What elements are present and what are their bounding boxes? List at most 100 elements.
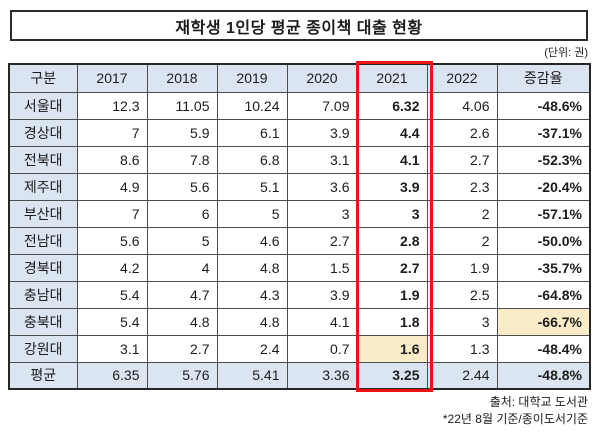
loan-table: 구분 2017 2018 2019 2020 2021 2022 증감율 서울대…: [8, 63, 591, 390]
loan-table-container: 구분 2017 2018 2019 2020 2021 2022 증감율 서울대…: [8, 61, 591, 392]
column-header-2018: 2018: [146, 63, 218, 93]
row-header: 전북대: [8, 145, 78, 174]
table-cell: 3.6: [286, 172, 358, 201]
summary-row: 평균 6.35 5.76 5.41 3.36 3.25 2.44 -48.8%: [8, 361, 591, 390]
row-header: 서울대: [8, 91, 78, 120]
table-cell: 4.2: [76, 253, 148, 282]
table-cell: 12.3: [76, 91, 148, 120]
table-cell: 3.36: [286, 361, 358, 390]
table-cell: -35.7%: [496, 253, 591, 282]
table-cell: 6.8: [216, 145, 288, 174]
table-cell: 2.6: [426, 118, 498, 147]
column-header-change-rate: 증감율: [496, 63, 591, 93]
table-cell: -48.6%: [496, 91, 591, 120]
column-header-2020: 2020: [286, 63, 358, 93]
table-cell: 7.8: [146, 145, 218, 174]
row-header: 강원대: [8, 334, 78, 363]
table-cell: 3: [286, 199, 358, 228]
table-cell: 7.09: [286, 91, 358, 120]
column-header-2017: 2017: [76, 63, 148, 93]
table-cell: 2.7: [286, 226, 358, 255]
row-header: 제주대: [8, 172, 78, 201]
table-cell: 4.3: [216, 280, 288, 309]
table-cell: 1.9: [426, 253, 498, 282]
column-header-2021: 2021: [356, 63, 428, 93]
table-cell: 6.35: [76, 361, 148, 390]
table-cell: 5: [146, 226, 218, 255]
table-row: 경북대 4.2 4 4.8 1.5 2.7 1.9 -35.7%: [8, 253, 591, 282]
table-cell: 5.4: [76, 280, 148, 309]
table-row: 서울대 12.3 11.05 10.24 7.09 6.32 4.06 -48.6%: [8, 91, 591, 120]
table-cell: 0.7: [286, 334, 358, 363]
table-cell: -64.8%: [496, 280, 591, 309]
table-row: 전북대 8.6 7.8 6.8 3.1 4.1 2.7 -52.3%: [8, 145, 591, 174]
table-cell: 2.5: [426, 280, 498, 309]
table-cell: 1.8: [356, 307, 428, 336]
table-cell: 5.76: [146, 361, 218, 390]
table-cell: 3.9: [356, 172, 428, 201]
table-row: 전남대 5.6 5 4.6 2.7 2.8 2 -50.0%: [8, 226, 591, 255]
table-cell: 2: [426, 226, 498, 255]
table-row: 충남대 5.4 4.7 4.3 3.9 1.9 2.5 -64.8%: [8, 280, 591, 309]
table-cell: 6.32: [356, 91, 428, 120]
footer-notes: 출처: 대학교 도서관 *22년 8월 기준/종이도서기준: [443, 394, 588, 429]
table-cell: 7: [76, 118, 148, 147]
table-cell: 3.25: [356, 361, 428, 390]
table-cell: 7: [76, 199, 148, 228]
table-cell: -37.1%: [496, 118, 591, 147]
table-cell: 4.8: [216, 253, 288, 282]
table-cell: 1.6: [356, 334, 428, 363]
table-cell: 4.1: [356, 145, 428, 174]
row-header: 경북대: [8, 253, 78, 282]
column-header-2019: 2019: [216, 63, 288, 93]
table-cell: -57.1%: [496, 199, 591, 228]
table-cell: 6.1: [216, 118, 288, 147]
table-cell: 5.4: [76, 307, 148, 336]
table-cell: 5.41: [216, 361, 288, 390]
row-header: 전남대: [8, 226, 78, 255]
table-cell: 5.6: [76, 226, 148, 255]
table-cell: 1.5: [286, 253, 358, 282]
table-cell: 2.7: [356, 253, 428, 282]
table-cell: 4.8: [146, 307, 218, 336]
table-cell: -50.0%: [496, 226, 591, 255]
table-cell: 1.3: [426, 334, 498, 363]
table-row: 충북대 5.4 4.8 4.8 4.1 1.8 3 -66.7%: [8, 307, 591, 336]
table-cell: 4: [146, 253, 218, 282]
table-cell: 3.1: [76, 334, 148, 363]
table-cell: 4.7: [146, 280, 218, 309]
table-cell: 2.4: [216, 334, 288, 363]
header-row: 구분 2017 2018 2019 2020 2021 2022 증감율: [8, 63, 591, 93]
table-cell: 2.7: [146, 334, 218, 363]
table-cell: 5.6: [146, 172, 218, 201]
column-header-category: 구분: [8, 63, 78, 93]
table-cell: -48.4%: [496, 334, 591, 363]
table-row: 제주대 4.9 5.6 5.1 3.6 3.9 2.3 -20.4%: [8, 172, 591, 201]
table-cell: 3.1: [286, 145, 358, 174]
basis-note: *22년 8월 기준/종이도서기준: [442, 412, 588, 427]
table-cell: -48.8%: [496, 361, 591, 390]
table-cell: 2.7: [426, 145, 498, 174]
table-cell: 2.3: [426, 172, 498, 201]
table-cell: 1.9: [356, 280, 428, 309]
table-cell: 4.9: [76, 172, 148, 201]
table-cell: 6: [146, 199, 218, 228]
table-cell: -66.7%: [496, 307, 591, 336]
source-note: 출처: 대학교 도서관: [489, 395, 588, 409]
column-header-2022: 2022: [426, 63, 498, 93]
table-cell: 2.8: [356, 226, 428, 255]
row-header: 경상대: [8, 118, 78, 147]
table-cell: 4.06: [426, 91, 498, 120]
table-cell: 11.05: [146, 91, 218, 120]
row-header: 충북대: [8, 307, 78, 336]
unit-label: (단위: 권): [544, 47, 588, 59]
table-row: 강원대 3.1 2.7 2.4 0.7 1.6 1.3 -48.4%: [8, 334, 591, 363]
figure-title-box: 재학생 1인당 평균 종이책 대출 현황: [10, 10, 588, 41]
table-cell: 4.6: [216, 226, 288, 255]
table-cell: 3.9: [286, 280, 358, 309]
table-cell: 8.6: [76, 145, 148, 174]
table-cell: 2: [426, 199, 498, 228]
table-cell: 10.24: [216, 91, 288, 120]
table-cell: 3.9: [286, 118, 358, 147]
